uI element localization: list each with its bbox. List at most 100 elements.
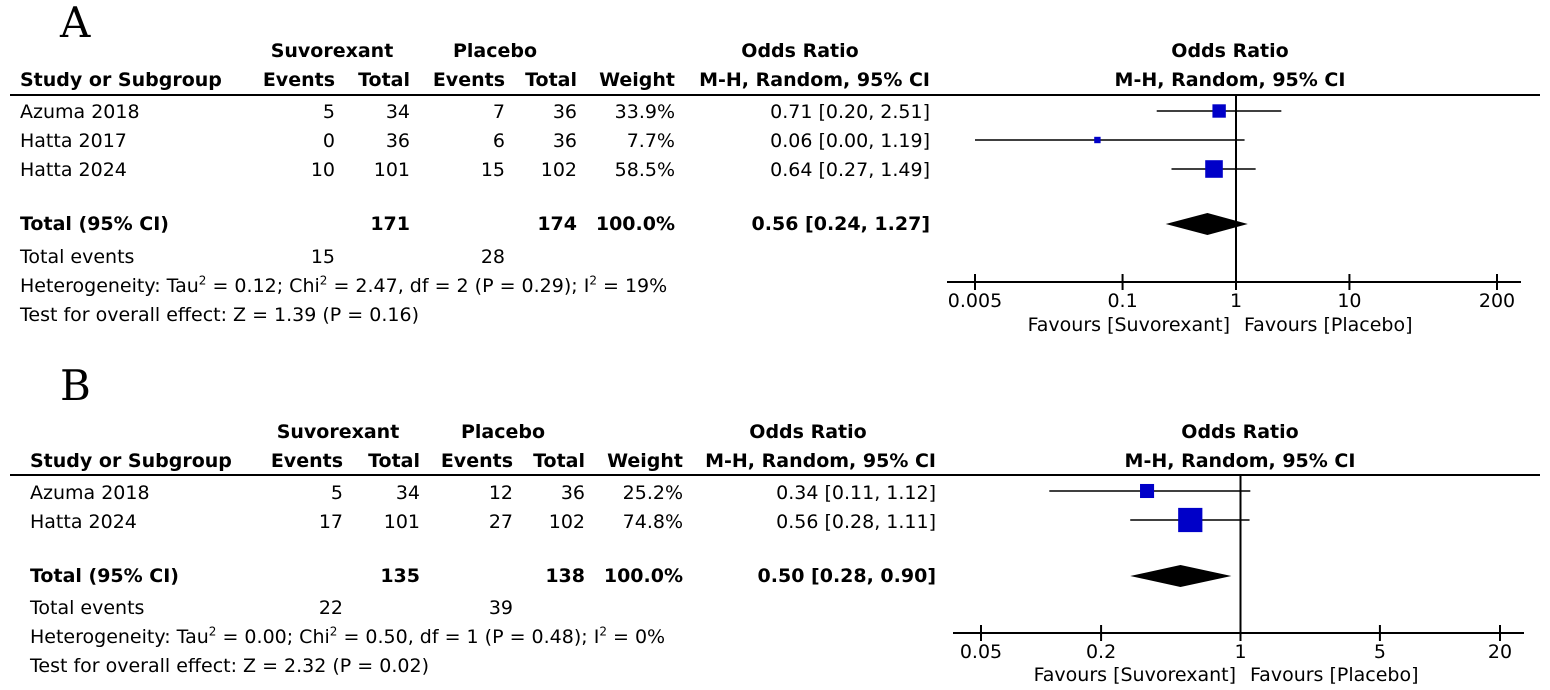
group2-header: Placebo	[460, 421, 546, 443]
or-ci-cell: 0.56 [0.28, 1.11]	[776, 511, 936, 533]
events1-cell: 5	[322, 101, 335, 123]
pooled-effect-diamond	[1130, 565, 1232, 587]
weight-cell: 33.9%	[614, 101, 675, 123]
pooled-effect-diamond	[1165, 213, 1248, 235]
total-events2: 28	[480, 246, 505, 268]
total1-header: Total	[368, 450, 420, 472]
x-tick-label: 200	[1479, 290, 1515, 312]
total1-header: Total	[358, 69, 410, 91]
events2-header: Events	[432, 69, 505, 91]
weight-cell: 58.5%	[614, 159, 675, 181]
weight-header: Weight	[607, 450, 683, 472]
group1-header: Suvorexant	[276, 421, 400, 443]
plot-method-header: M-H, Random, 95% CI	[1114, 69, 1346, 91]
study-name: Azuma 2018	[20, 101, 140, 123]
group1-header: Suvorexant	[270, 40, 394, 62]
total-events1: 22	[318, 597, 343, 619]
study-name: Hatta 2024	[20, 159, 127, 181]
study-weight-marker	[1094, 136, 1101, 144]
x-tick-label: 20	[1488, 641, 1512, 663]
x-tick-label: 0.2	[1086, 641, 1116, 663]
or-title-header: Odds Ratio	[749, 421, 867, 443]
total1-cell: 101	[383, 511, 420, 533]
total1-cell: 101	[373, 159, 410, 181]
weight-cell: 74.8%	[622, 511, 683, 533]
forest-plot: 0.005 0.1 1 10 200	[947, 95, 1521, 312]
or-ci-cell: 0.64 [0.27, 1.49]	[770, 159, 930, 181]
total-events1: 15	[310, 246, 335, 268]
total2-sum: 174	[537, 213, 577, 235]
weight-header: Weight	[599, 69, 675, 91]
or-method-header: M-H, Random, 95% CI	[699, 69, 930, 91]
total-weight: 100.0%	[595, 213, 675, 235]
x-tick-label: 1	[1234, 641, 1246, 663]
header-rule	[10, 474, 1540, 476]
heterogeneity-text: Heterogeneity: Tau2 = 0.00; Chi2 = 0.50,…	[30, 624, 666, 648]
plot-method-header: M-H, Random, 95% CI	[1124, 450, 1356, 472]
study-name: Azuma 2018	[30, 482, 150, 504]
total2-cell: 36	[560, 482, 585, 504]
events2-header: Events	[440, 450, 513, 472]
weight-cell: 7.7%	[626, 130, 675, 152]
or-title-header: Odds Ratio	[741, 40, 859, 62]
total2-cell: 102	[548, 511, 585, 533]
total1-cell: 36	[385, 130, 410, 152]
events1-header: Events	[270, 450, 343, 472]
events2-cell: 15	[480, 159, 505, 181]
events1-header: Events	[262, 69, 335, 91]
or-ci-cell: 0.06 [0.00, 1.19]	[770, 130, 930, 152]
x-tick-label: 1	[1230, 290, 1242, 312]
or-ci-cell: 0.34 [0.11, 1.12]	[776, 482, 936, 504]
overall-effect-text: Test for overall effect: Z = 1.39 (P = 0…	[20, 304, 419, 326]
total-weight: 100.0%	[603, 565, 683, 587]
x-tick-label: 0.1	[1107, 290, 1137, 312]
favours-right-label: Favours [Placebo]	[1250, 664, 1419, 686]
total1-sum: 171	[370, 213, 410, 235]
events1-cell: 5	[330, 482, 343, 504]
total-events2: 39	[488, 597, 513, 619]
panel-label: B	[60, 361, 91, 410]
events1-cell: 0	[322, 130, 335, 152]
total1-sum: 135	[380, 565, 420, 587]
total2-cell: 36	[552, 101, 577, 123]
events2-cell: 7	[492, 101, 505, 123]
or-ci-cell: 0.71 [0.20, 2.51]	[770, 101, 930, 123]
total-events-label: Total events	[20, 246, 135, 268]
study-column-header: Study or Subgroup	[30, 450, 232, 472]
favours-right-label: Favours [Placebo]	[1244, 314, 1413, 336]
total1-cell: 34	[395, 482, 420, 504]
total-label: Total (95% CI)	[30, 565, 179, 587]
header-rule	[10, 94, 1540, 96]
total-label: Total (95% CI)	[20, 213, 169, 235]
events1-cell: 17	[318, 511, 343, 533]
favours-left-label: Favours [Suvorexant]	[1033, 664, 1236, 686]
x-tick-label: 10	[1337, 290, 1361, 312]
total2-cell: 102	[540, 159, 577, 181]
weight-cell: 25.2%	[622, 482, 683, 504]
study-name: Hatta 2024	[30, 511, 137, 533]
total2-header: Total	[525, 69, 577, 91]
total-events-label: Total events	[30, 597, 145, 619]
favours-left-label: Favours [Suvorexant]	[1027, 314, 1230, 336]
panel-label: A	[60, 0, 91, 47]
total2-header: Total	[533, 450, 585, 472]
events1-cell: 10	[310, 159, 335, 181]
overall-effect-text: Test for overall effect: Z = 2.32 (P = 0…	[30, 655, 429, 677]
or-method-header: M-H, Random, 95% CI	[705, 450, 936, 472]
events2-cell: 27	[488, 511, 513, 533]
study-weight-marker	[1205, 160, 1223, 178]
x-tick-label: 5	[1374, 641, 1386, 663]
total1-cell: 34	[385, 101, 410, 123]
total2-cell: 36	[552, 130, 577, 152]
x-tick-label: 0.05	[960, 641, 1002, 663]
total-or-ci: 0.50 [0.28, 0.90]	[757, 565, 936, 587]
study-weight-marker	[1140, 483, 1155, 499]
events2-cell: 12	[488, 482, 513, 504]
plot-title-header: Odds Ratio	[1181, 421, 1299, 443]
study-column-header: Study or Subgroup	[20, 69, 222, 91]
events2-cell: 6	[492, 130, 505, 152]
x-tick-label: 0.005	[948, 290, 1002, 312]
study-weight-marker	[1178, 507, 1203, 533]
group2-header: Placebo	[452, 40, 538, 62]
